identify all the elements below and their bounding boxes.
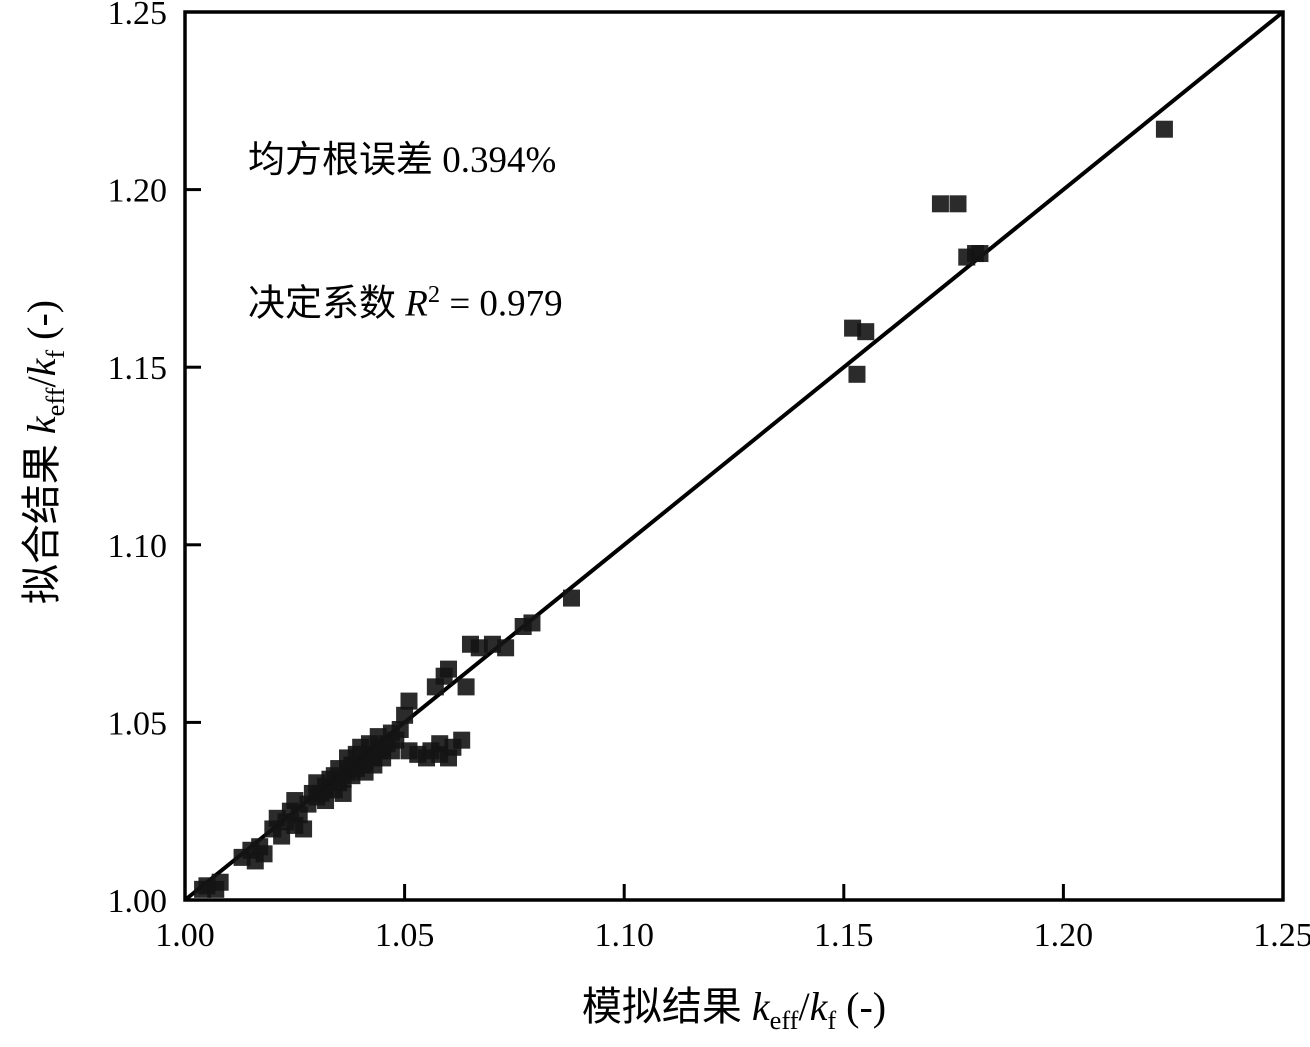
y-title-sub1: eff	[40, 387, 70, 417]
data-point-marker	[971, 245, 989, 263]
x-title-sub2: f	[827, 1005, 837, 1035]
data-point-marker	[1155, 120, 1173, 138]
data-point-marker	[949, 195, 967, 213]
y-title-sep: /	[19, 376, 64, 388]
data-point-marker	[255, 845, 273, 863]
data-point-marker	[457, 678, 475, 696]
x-tick-label: 1.15	[814, 917, 874, 954]
r2-exponent: 2	[427, 281, 441, 308]
x-title-sub1: eff	[769, 1005, 799, 1035]
y-title-unit: (-)	[19, 299, 64, 350]
x-tick-label: 1.20	[1034, 917, 1094, 954]
data-point-marker	[470, 639, 488, 657]
data-point-marker	[857, 323, 875, 341]
data-point-marker	[400, 692, 418, 710]
x-axis-ticks: 1.00 1.05 1.10 1.15 1.20 1.25	[155, 884, 1310, 954]
x-title-prefix: 模拟结果	[581, 984, 752, 1029]
data-point-marker	[286, 792, 304, 810]
data-point-marker	[848, 365, 866, 383]
data-point-marker	[396, 706, 414, 724]
data-point-marker	[523, 614, 541, 632]
data-point-marker	[391, 721, 409, 739]
data-points	[194, 120, 1173, 898]
x-tick-label: 1.25	[1253, 917, 1310, 954]
x-tick-label: 1.05	[375, 917, 435, 954]
y-tick-label: 1.15	[108, 350, 168, 387]
y-title-var2: k	[19, 358, 64, 377]
plot-frame	[183, 10, 1285, 902]
y-axis-title: 拟合结果 keff/kf (-)	[9, 300, 71, 604]
y-tick-label: 1.10	[108, 528, 168, 565]
data-point-marker	[844, 319, 862, 337]
y-tick-label: 1.05	[108, 705, 168, 742]
rmse-annotation: 均方根误差 0.394%	[248, 140, 557, 181]
y-title-var1: k	[19, 416, 64, 435]
x-title-var2: k	[809, 984, 828, 1029]
data-point-marker	[295, 820, 313, 838]
x-title-var1: k	[751, 984, 770, 1029]
data-point-marker	[497, 639, 515, 657]
r2-annotation: 决定系数 R2 = 0.979	[248, 281, 563, 325]
x-tick-label: 1.10	[594, 917, 654, 954]
x-title-sep: /	[798, 984, 810, 1029]
r2-prefix: 决定系数	[248, 283, 406, 325]
y-axis-ticks: 1.00 1.05 1.10 1.15 1.20 1.25	[108, 0, 201, 920]
data-point-marker	[440, 660, 458, 678]
r2-value: = 0.979	[440, 283, 563, 325]
data-point-marker	[483, 635, 501, 653]
y-title-prefix: 拟合结果	[19, 434, 64, 605]
x-tick-label: 1.00	[155, 917, 215, 954]
y-tick-label: 1.00	[108, 883, 168, 920]
y-title-sub2: f	[40, 349, 70, 359]
annotation-block: 均方根误差 0.394% 决定系数 R2 = 0.979	[248, 68, 563, 426]
data-point-marker	[273, 827, 291, 845]
x-axis-title: 模拟结果 keff/kf (-)	[582, 974, 886, 1036]
data-point-marker	[453, 731, 471, 749]
y-tick-label: 1.20	[108, 173, 168, 210]
data-point-marker	[562, 589, 580, 607]
x-title-unit: (-)	[836, 984, 887, 1029]
y-tick-label: 1.25	[108, 0, 168, 32]
data-point-marker	[334, 784, 352, 802]
data-point-marker	[211, 873, 229, 891]
r2-variable: R	[405, 283, 428, 325]
data-point-marker	[931, 195, 949, 213]
data-point-marker	[431, 735, 449, 753]
